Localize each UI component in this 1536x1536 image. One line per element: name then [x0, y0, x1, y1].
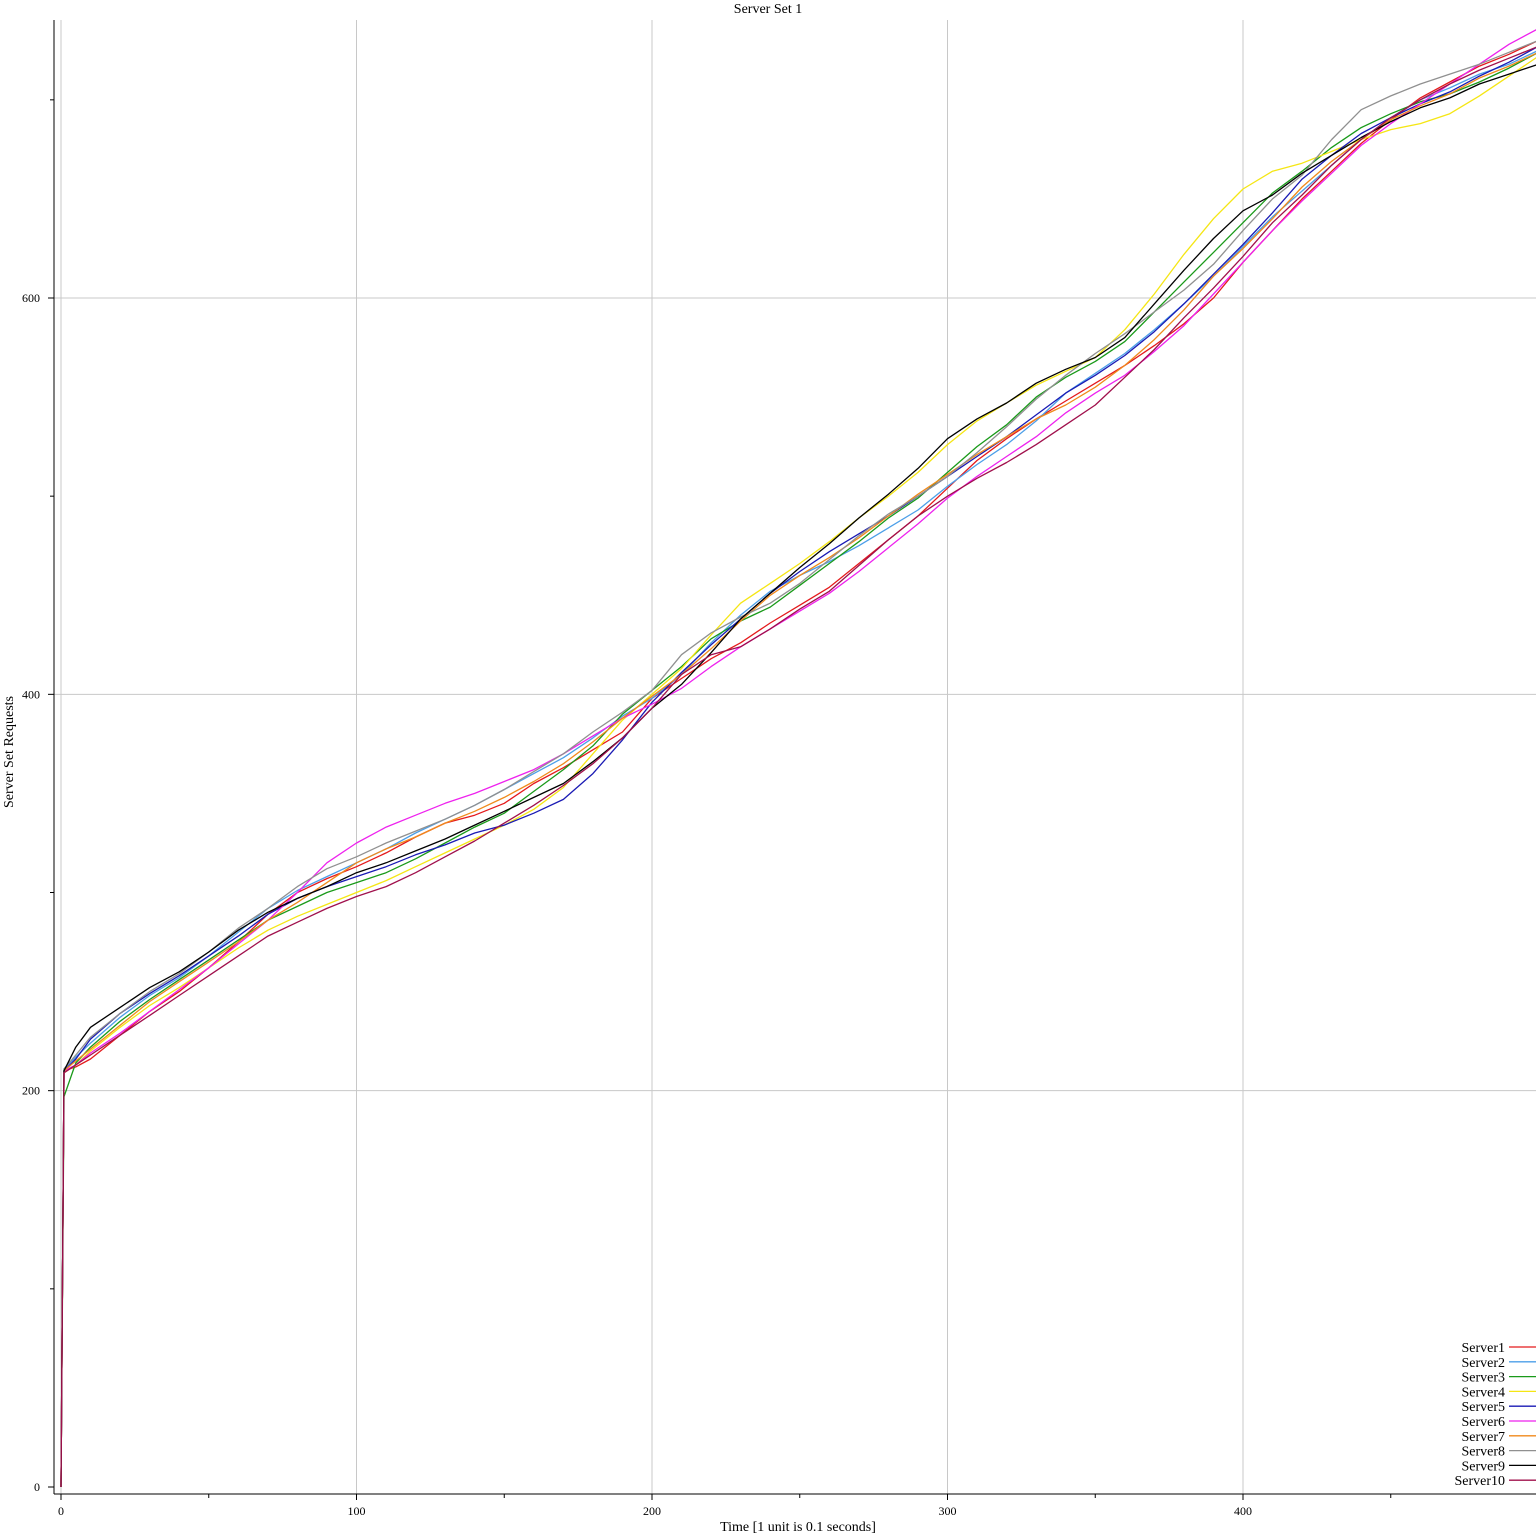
x-tick-label-300: 300 — [939, 1504, 957, 1518]
legend-label-server2: Server2 — [1461, 1356, 1505, 1371]
series-line-server7 — [60, 52, 1536, 1488]
ticks: 0 100 200 300 400 0 200 400 600 — [22, 99, 1392, 1518]
y-tick-label-400: 400 — [22, 687, 40, 701]
y-tick-label-200: 200 — [22, 1084, 40, 1098]
chart-title: Server Set 1 — [734, 2, 802, 17]
legend-label-server7: Server7 — [1461, 1430, 1505, 1445]
legend-label-server3: Server3 — [1461, 1371, 1505, 1386]
legend-label-server10: Server10 — [1454, 1474, 1505, 1489]
legend-label-server1: Server1 — [1461, 1341, 1505, 1356]
x-tick-label-400: 400 — [1234, 1504, 1252, 1518]
y-tick-label-0: 0 — [34, 1480, 40, 1494]
x-axis-label: Time [1 unit is 0.1 seconds] — [720, 1520, 876, 1535]
legend-label-server4: Server4 — [1461, 1385, 1505, 1400]
legend-label-server8: Server8 — [1461, 1445, 1505, 1460]
x-tick-label-200: 200 — [643, 1504, 661, 1518]
grid — [54, 20, 1536, 1494]
y-tick-label-600: 600 — [22, 291, 40, 305]
y-axis-label: Server Set Requests — [2, 696, 17, 808]
series — [60, 29, 1536, 1488]
axes — [53, 20, 1536, 1495]
legend-label-server6: Server6 — [1461, 1415, 1505, 1430]
legend-label-server9: Server9 — [1461, 1459, 1505, 1474]
series-line-server9 — [60, 64, 1536, 1488]
series-line-server8 — [60, 40, 1536, 1488]
series-line-server4 — [60, 57, 1536, 1488]
x-tick-label-100: 100 — [348, 1504, 366, 1518]
x-tick-label-0: 0 — [58, 1504, 64, 1518]
legend: Server1Server2Server3Server4Server5Serve… — [1454, 1341, 1536, 1489]
legend-label-server5: Server5 — [1461, 1400, 1505, 1415]
series-line-server10 — [60, 46, 1536, 1488]
